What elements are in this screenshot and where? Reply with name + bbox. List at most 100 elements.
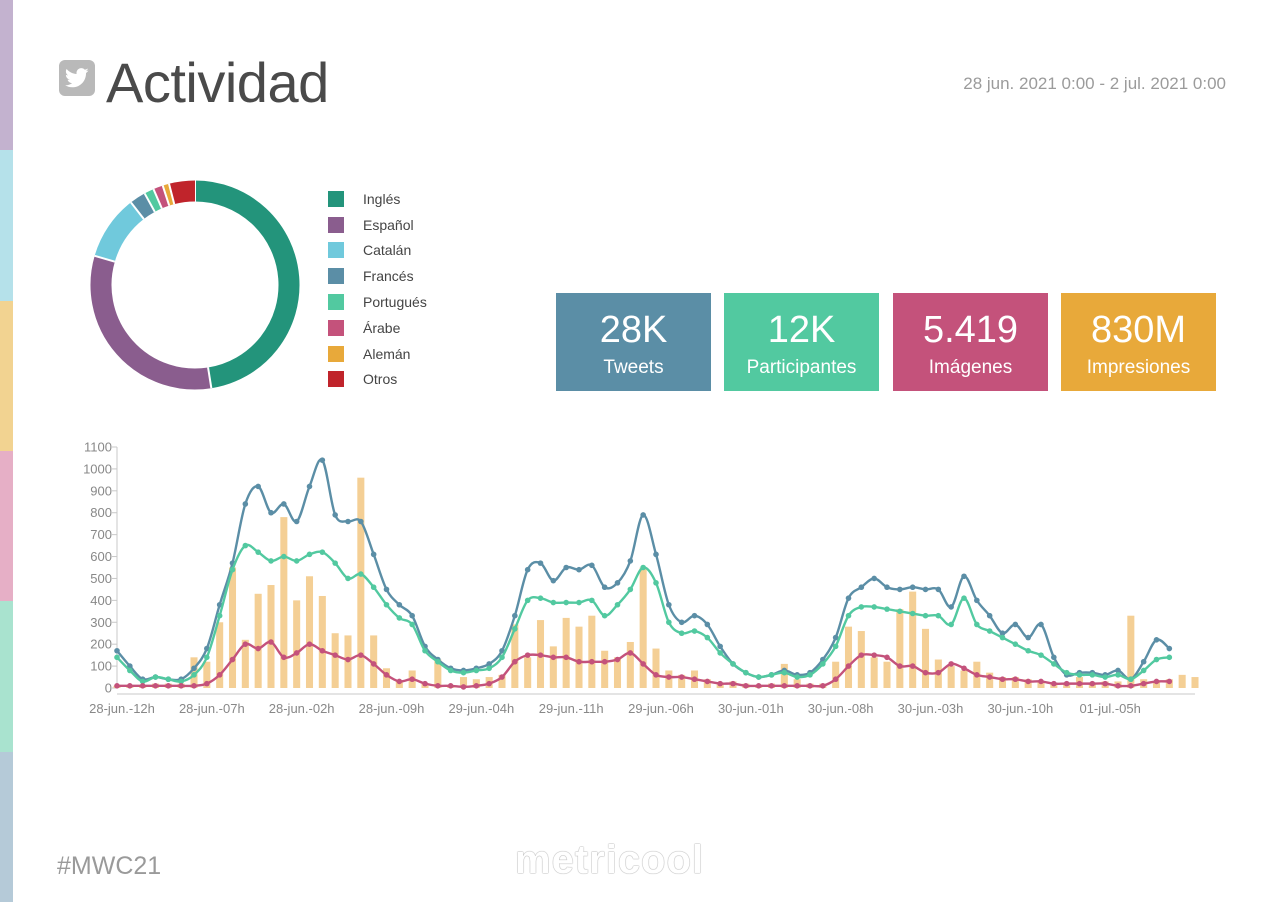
legend-item: Portugués [328,289,427,315]
donut-slice-7 [169,180,196,205]
donut-separator [143,192,156,213]
bar [1191,677,1199,688]
bar [434,659,442,688]
series-point [1128,676,1134,683]
series-point [178,678,184,685]
strip-segment [0,150,13,301]
series-point [922,612,929,619]
hashtag: #MWC21 [57,852,162,880]
series-point [1115,672,1121,678]
bar [780,663,788,688]
series-point [678,630,685,637]
series-point [127,683,133,689]
brand-logo: metricool [515,838,705,882]
series-point [422,647,428,654]
series-point [242,501,249,507]
series-point [1038,652,1044,658]
series-point [820,661,826,667]
series-point [435,683,441,689]
legend-swatch [328,216,344,233]
bar [524,657,532,688]
series-point [653,672,659,678]
series-point [409,621,415,628]
series-point [499,674,505,680]
series-point [1063,680,1070,687]
series-point [794,683,800,689]
series-point [614,580,621,586]
series-point [319,647,326,654]
series-point [1038,678,1044,685]
series-point [1115,683,1121,689]
series-point [486,665,492,672]
stat-label: Participantes [746,357,857,378]
series-point [370,584,377,591]
series-point [909,610,916,617]
series-point [884,654,890,661]
series-point [1012,676,1019,683]
bar [986,672,994,688]
series-point [897,586,903,593]
series-point [743,683,749,689]
series-point [974,672,980,678]
x-tick-label: 28-jun.-02h [269,701,335,716]
series-point [473,683,480,689]
series-point [563,654,569,661]
series-point [1051,661,1057,667]
series-point [563,599,569,606]
stat-value: 5.419 [922,309,1019,351]
series-point [768,672,775,678]
series-point [1012,641,1019,647]
bar [1127,615,1135,688]
date-range: 28 jun. 2021 0:00 - 2 jul. 2021 0:00 [963,74,1226,93]
series-point [1089,672,1096,678]
legend-swatch [328,319,344,336]
series-point [704,678,711,685]
series-point [1153,637,1160,643]
y-tick-label: 1000 [83,461,112,476]
y-tick-label: 0 [105,681,112,696]
series-point [627,558,634,564]
series-point [678,619,685,626]
series-point [576,658,582,665]
series-point [383,586,390,593]
series-point [1128,683,1134,689]
series-point [114,683,120,689]
bar [395,681,403,688]
series-point [524,652,531,658]
donut-slice-0 [194,180,300,389]
series-point [1025,647,1031,654]
legend-item: Árabe [328,315,427,341]
series-point [807,683,813,689]
series-point [832,643,839,650]
series-point [768,683,775,689]
series-point [589,597,595,604]
series-point [191,665,197,672]
bar [293,600,301,688]
series-point [935,612,942,619]
bar [678,674,686,688]
legend-swatch [328,371,344,388]
bar [498,674,506,688]
series-point [755,674,762,680]
series-point [589,562,595,569]
bar [267,585,275,688]
series-point [242,542,249,549]
donut-separator [152,188,163,209]
bar [832,661,840,688]
series-point [358,518,364,525]
series-point [653,551,659,558]
bar [626,641,634,688]
series-point [961,573,967,580]
bar [318,595,326,688]
series-point [1102,680,1108,687]
series-point [319,549,326,555]
series-point [524,597,531,604]
series-point [332,560,338,566]
series-point [255,549,261,555]
stat-label: Impresiones [1086,357,1191,378]
series-point [255,645,261,652]
stat-value: 830M [1090,309,1187,351]
series-point [306,641,313,647]
y-tick-label: 900 [90,483,112,498]
stat-impressions: 830M Impresiones [1061,293,1216,391]
